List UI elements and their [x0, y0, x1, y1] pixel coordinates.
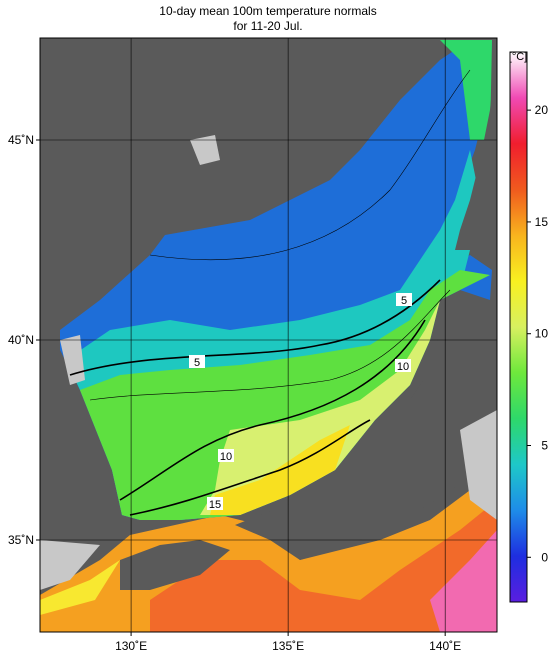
colorbar-tick-label: 20: [535, 103, 549, 117]
land-kyushu: [120, 540, 230, 590]
sea-tatar: [440, 40, 492, 140]
colorbar-unit: [°C]: [509, 51, 527, 63]
contour-label-text: 5: [194, 357, 200, 369]
land-honshu: [235, 300, 497, 560]
no-data: [40, 540, 100, 590]
contour-label-bg: [395, 359, 411, 372]
contour-label: 5: [396, 293, 412, 307]
colorbar-tick-label: 10: [535, 327, 549, 341]
x-tick-label: 135˚E: [272, 639, 304, 653]
y-tick-label: 40˚N: [8, 333, 34, 347]
no-data: [190, 135, 220, 165]
sea-south-hot: [430, 530, 497, 632]
subtitle: for 11-20 Jul.: [233, 19, 302, 33]
contour: [129, 419, 371, 516]
contour-label: 15: [207, 497, 223, 511]
contour: [119, 319, 426, 501]
contour-label-bg: [218, 449, 234, 462]
sea-warm: [200, 300, 440, 515]
no-data: [460, 410, 497, 520]
sea-south-warm: [150, 500, 497, 632]
map: [40, 38, 497, 632]
land-hokkaido: [455, 40, 497, 250]
contour-label-text: 10: [220, 451, 232, 463]
contour: [149, 69, 471, 261]
title: 10-day mean 100m temperature normals: [159, 4, 376, 18]
colorbar: [509, 51, 528, 603]
sea-strait: [40, 560, 120, 615]
sea-green: [80, 270, 490, 520]
y-tick-label: 45˚N: [8, 133, 34, 147]
contour-label-bg: [207, 497, 223, 510]
y-tick-label: 35˚N: [8, 533, 34, 547]
contour-label-bg: [189, 355, 205, 368]
contour-label-text: 10: [397, 361, 409, 373]
contour-label-text: 5: [401, 295, 407, 307]
contour-label: 5: [189, 355, 205, 369]
colorbar-tick-label: 5: [541, 438, 548, 452]
x-tick-label: 130˚E: [115, 639, 147, 653]
contour-label: 10: [218, 449, 234, 463]
colorbar-tick-label: 0: [541, 550, 548, 564]
colorbar-tick-label: 15: [535, 215, 549, 229]
map-frame: [39, 37, 498, 633]
contour-label-text: 15: [209, 499, 221, 511]
contour: [89, 289, 451, 401]
contour-label-bg: [396, 293, 412, 306]
x-tick-label: 140˚E: [429, 639, 461, 653]
contour-label: 10: [395, 359, 411, 373]
